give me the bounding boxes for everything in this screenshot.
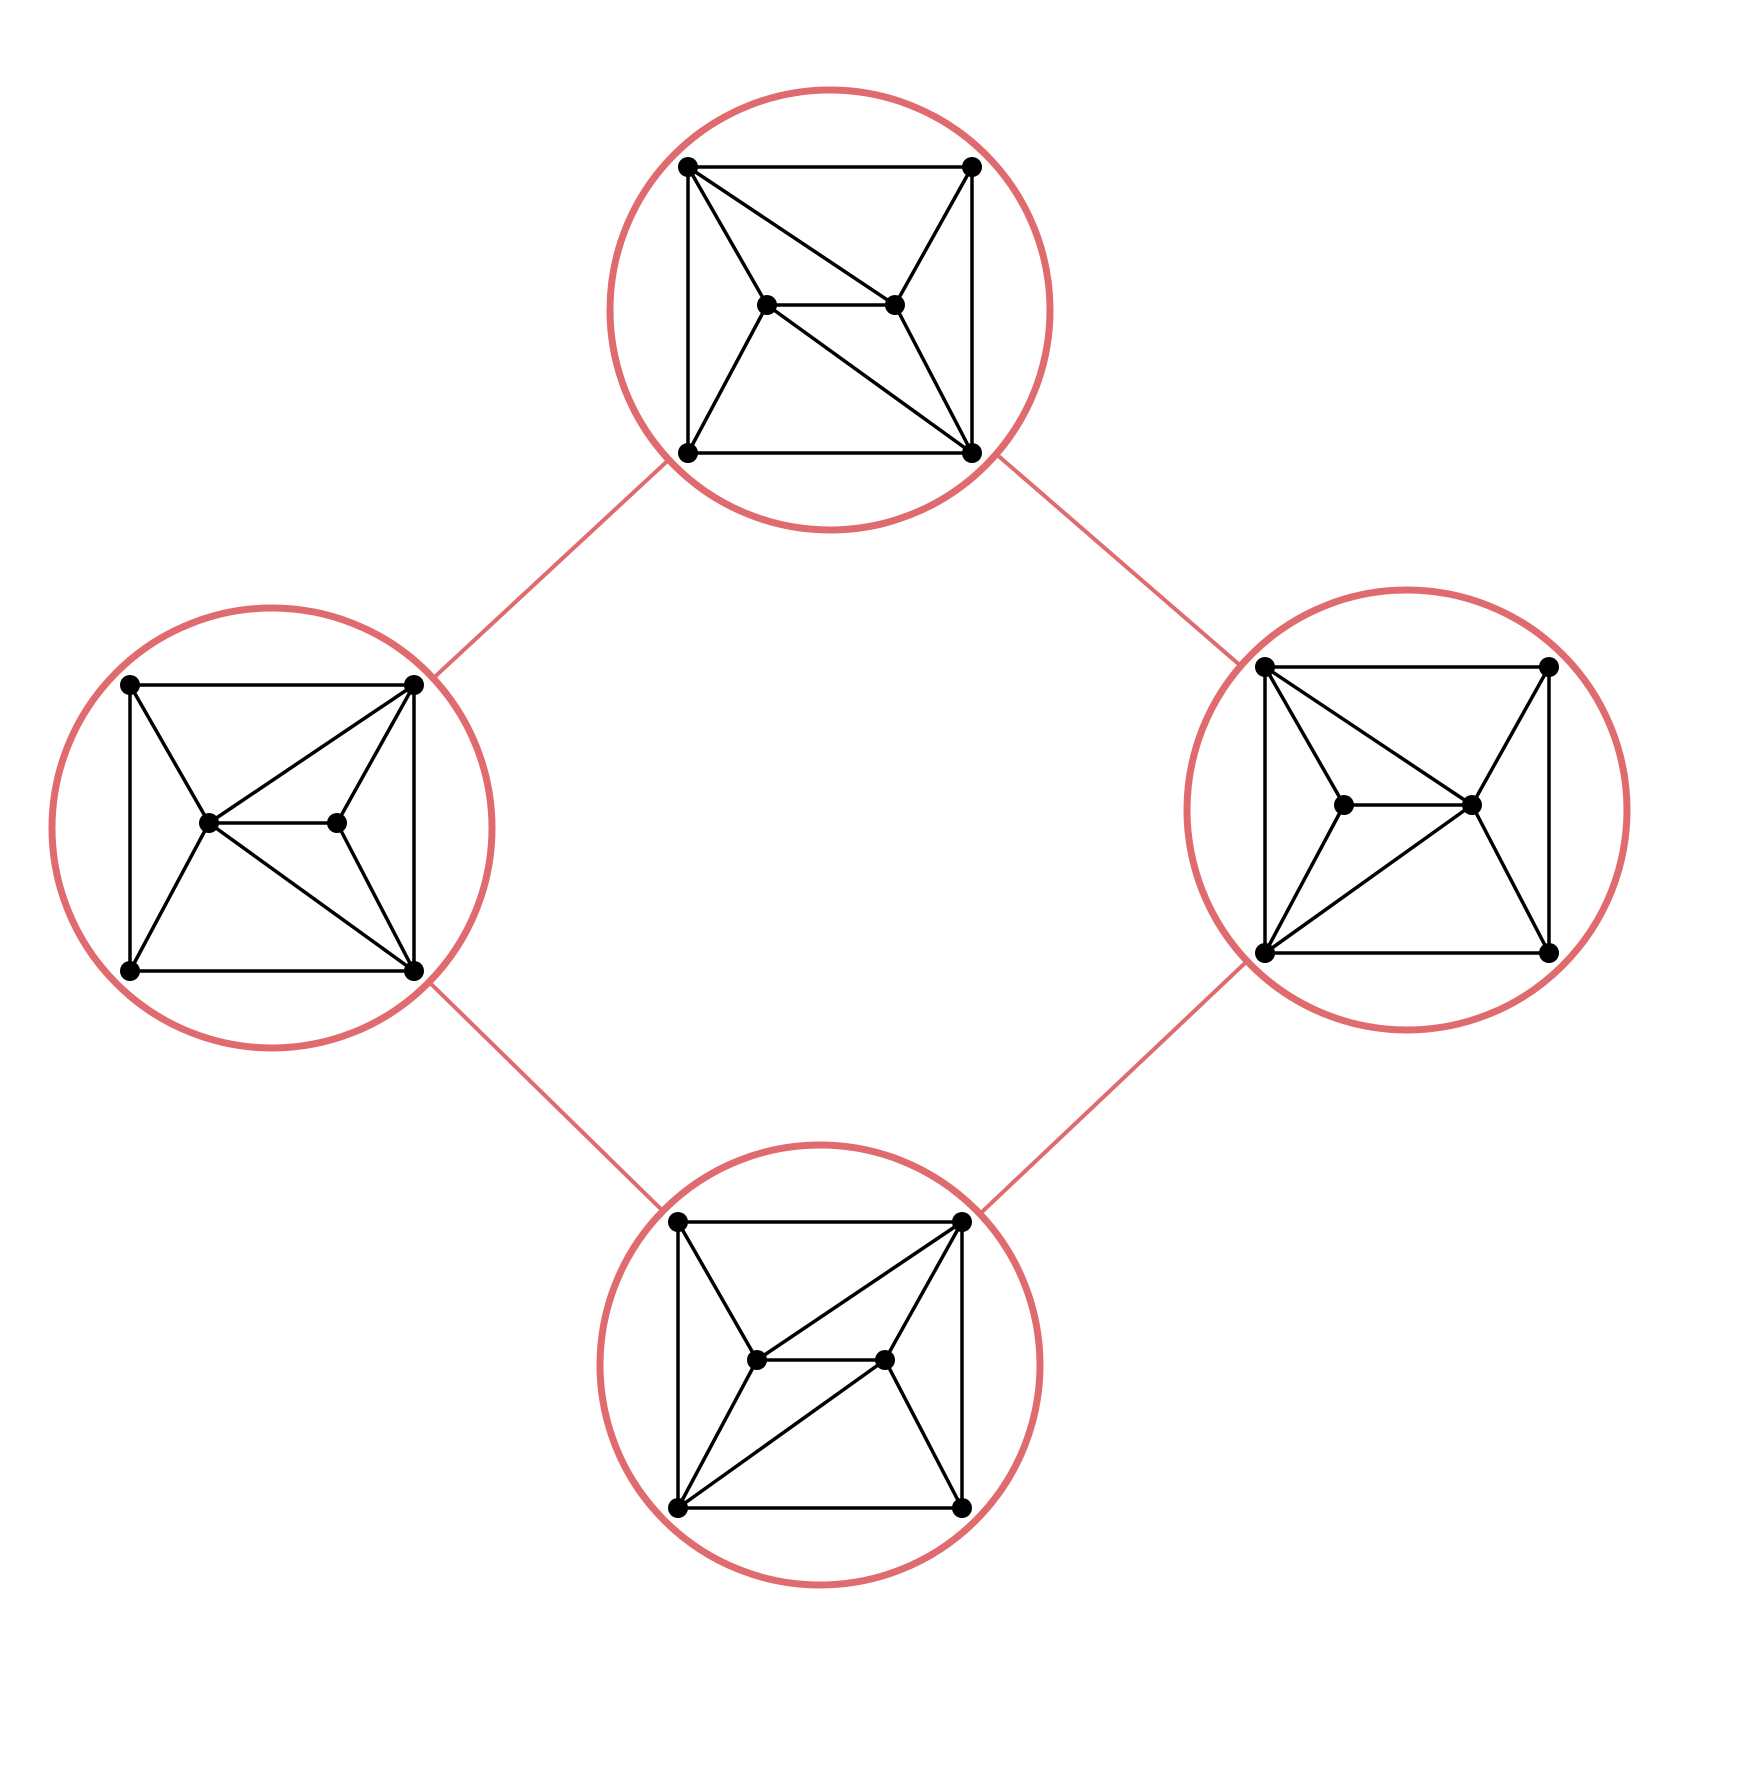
edge-right-4-2 xyxy=(1263,803,1346,955)
connector-top-right xyxy=(994,452,1243,668)
ring-bottom xyxy=(596,1141,1044,1589)
edge-right-0-5 xyxy=(1263,665,1474,807)
edge-left-1-4 xyxy=(207,683,416,825)
edge-left-5-3 xyxy=(335,821,416,973)
ring-right xyxy=(1183,586,1631,1034)
edge-top-0-4 xyxy=(686,165,769,307)
node-top-5 xyxy=(885,295,905,315)
node-bottom-0 xyxy=(668,1212,688,1232)
edge-bottom-1-4 xyxy=(755,1220,964,1362)
edge-layer xyxy=(128,165,1551,1510)
edge-left-0-4 xyxy=(128,683,211,825)
node-bottom-1 xyxy=(952,1212,972,1232)
node-right-2 xyxy=(1255,943,1275,963)
edge-left-1-5 xyxy=(335,683,416,825)
edge-top-4-3 xyxy=(765,303,974,455)
edge-top-1-5 xyxy=(893,165,974,307)
node-left-0 xyxy=(120,675,140,695)
node-right-3 xyxy=(1539,943,1559,963)
node-bottom-4 xyxy=(747,1350,767,1370)
node-top-1 xyxy=(962,157,982,177)
node-left-5 xyxy=(327,813,347,833)
node-bottom-3 xyxy=(952,1498,972,1518)
node-right-5 xyxy=(1462,795,1482,815)
node-bottom-5 xyxy=(875,1350,895,1370)
edge-left-4-2 xyxy=(128,821,211,973)
edge-top-0-5 xyxy=(686,165,897,307)
node-right-0 xyxy=(1255,657,1275,677)
edge-right-0-4 xyxy=(1263,665,1346,807)
edge-bottom-0-4 xyxy=(676,1220,759,1362)
connector-right-bottom xyxy=(977,959,1250,1216)
node-top-0 xyxy=(678,157,698,177)
node-top-4 xyxy=(757,295,777,315)
edge-right-5-3 xyxy=(1470,803,1551,955)
edge-bottom-5-3 xyxy=(883,1358,964,1510)
node-layer xyxy=(120,157,1559,1518)
edge-bottom-5-2 xyxy=(676,1358,887,1510)
node-top-3 xyxy=(962,443,982,463)
connector-layer xyxy=(427,452,1250,1216)
connector-left-bottom xyxy=(427,980,665,1213)
node-left-1 xyxy=(404,675,424,695)
edge-bottom-1-5 xyxy=(883,1220,964,1362)
connector-top-left xyxy=(431,457,671,681)
ring-layer xyxy=(48,86,1631,1589)
node-left-2 xyxy=(120,961,140,981)
node-right-4 xyxy=(1334,795,1354,815)
edge-right-5-2 xyxy=(1263,803,1474,955)
ring-left xyxy=(48,604,496,1052)
node-left-4 xyxy=(199,813,219,833)
node-right-1 xyxy=(1539,657,1559,677)
node-top-2 xyxy=(678,443,698,463)
edge-bottom-4-2 xyxy=(676,1358,759,1510)
edge-top-4-2 xyxy=(686,303,769,455)
edge-left-4-3 xyxy=(207,821,416,973)
node-bottom-2 xyxy=(668,1498,688,1518)
edge-top-5-3 xyxy=(893,303,974,455)
edge-right-1-5 xyxy=(1470,665,1551,807)
node-left-3 xyxy=(404,961,424,981)
ring-top xyxy=(606,86,1054,534)
